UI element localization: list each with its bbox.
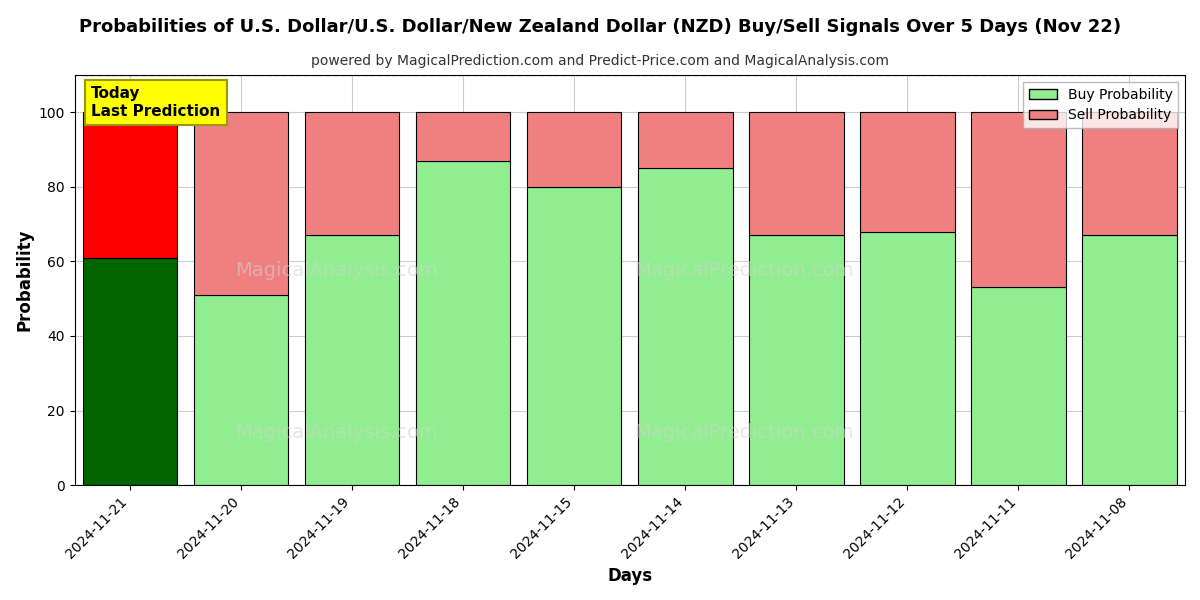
Bar [305,235,400,485]
Text: MagicalAnalysis.com: MagicalAnalysis.com [235,422,437,442]
Bar [971,287,1066,485]
Bar [1082,235,1177,485]
Text: MagicalPrediction.com: MagicalPrediction.com [635,422,853,442]
Text: powered by MagicalPrediction.com and Predict-Price.com and MagicalAnalysis.com: powered by MagicalPrediction.com and Pre… [311,54,889,68]
Bar [83,112,178,257]
Bar [305,112,400,235]
Bar [749,112,844,235]
Bar [416,161,510,485]
Text: Probabilities of U.S. Dollar/U.S. Dollar/New Zealand Dollar (NZD) Buy/Sell Signa: Probabilities of U.S. Dollar/U.S. Dollar… [79,18,1121,36]
Text: Today
Last Prediction: Today Last Prediction [91,86,221,119]
X-axis label: Days: Days [607,567,653,585]
Y-axis label: Probability: Probability [16,229,34,331]
Bar [971,112,1066,287]
Bar [1082,112,1177,235]
Bar [83,257,178,485]
Bar [860,112,955,232]
Bar [638,168,732,485]
Bar [527,187,622,485]
Bar [860,232,955,485]
Bar [749,235,844,485]
Legend: Buy Probability, Sell Probability: Buy Probability, Sell Probability [1024,82,1178,128]
Bar [194,112,288,295]
Text: MagicalPrediction.com: MagicalPrediction.com [635,260,853,280]
Bar [194,295,288,485]
Bar [416,112,510,161]
Text: MagicalAnalysis.com: MagicalAnalysis.com [235,260,437,280]
Bar [638,112,732,168]
Bar [527,112,622,187]
